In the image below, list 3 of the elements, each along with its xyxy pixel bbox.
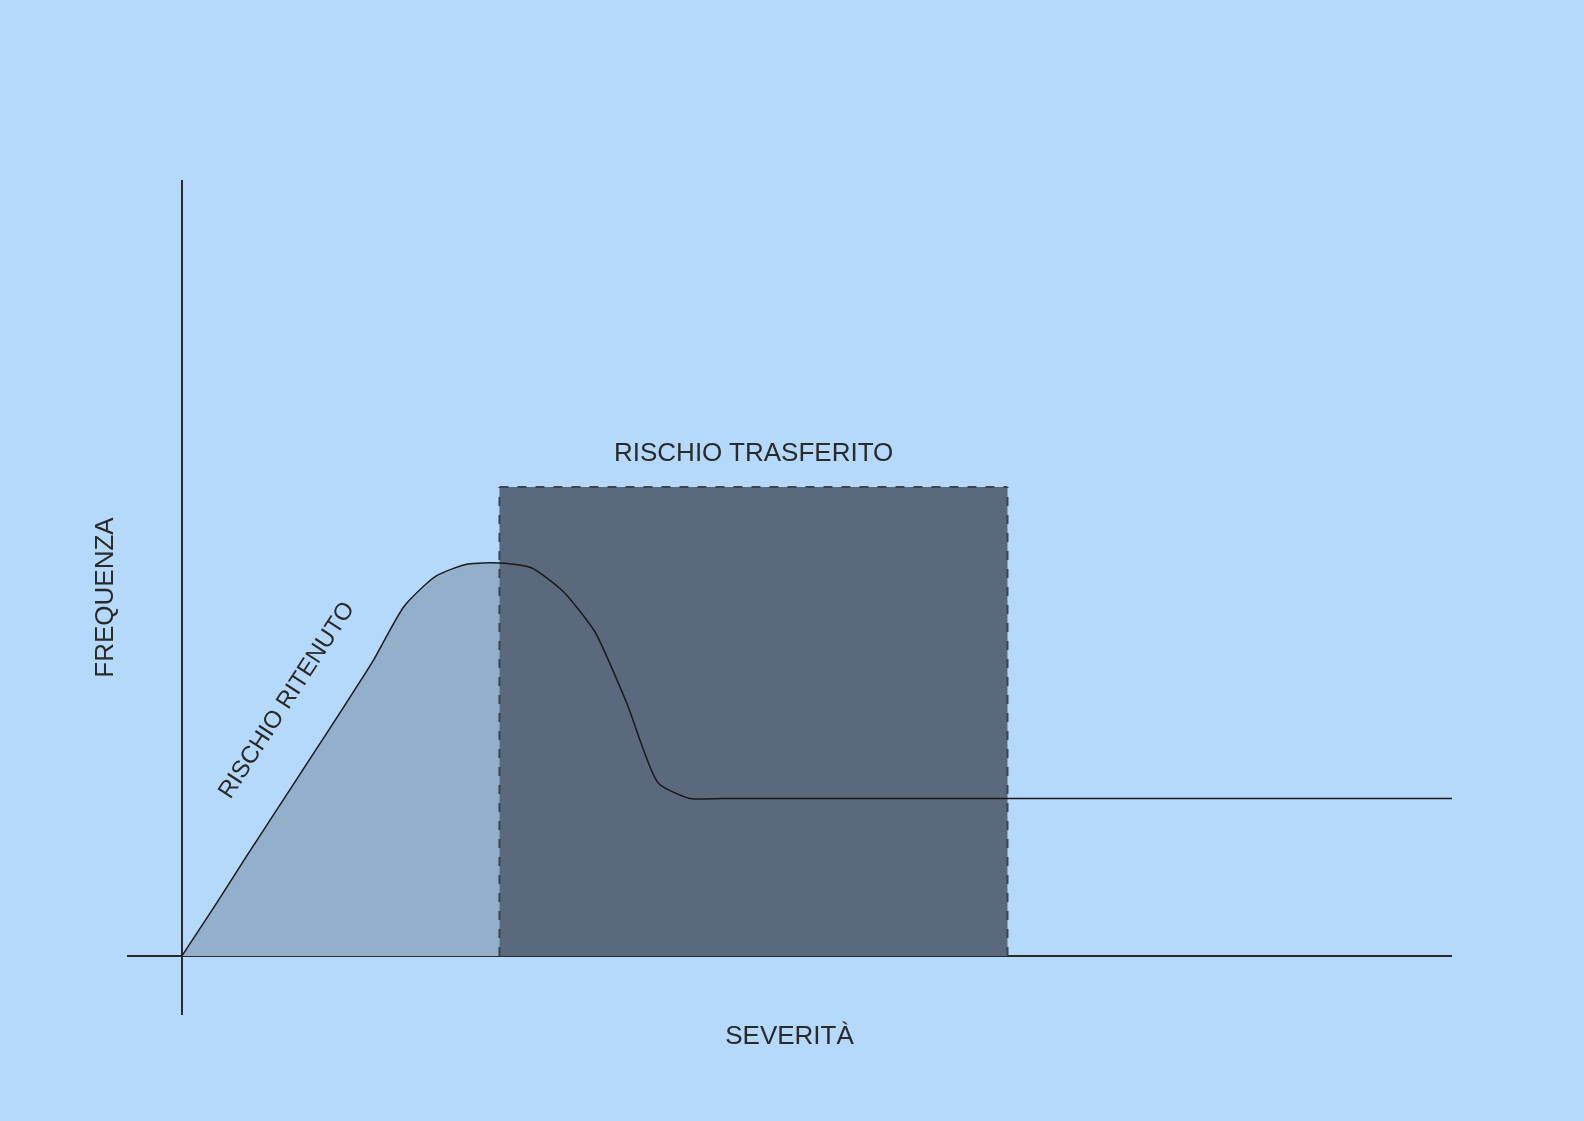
text: RISCHIO TRASFERITO: [614, 437, 894, 467]
x-axis-title: SEVERITÀ: [725, 1019, 855, 1050]
y-axis-title: FREQUENZA: [89, 516, 120, 678]
